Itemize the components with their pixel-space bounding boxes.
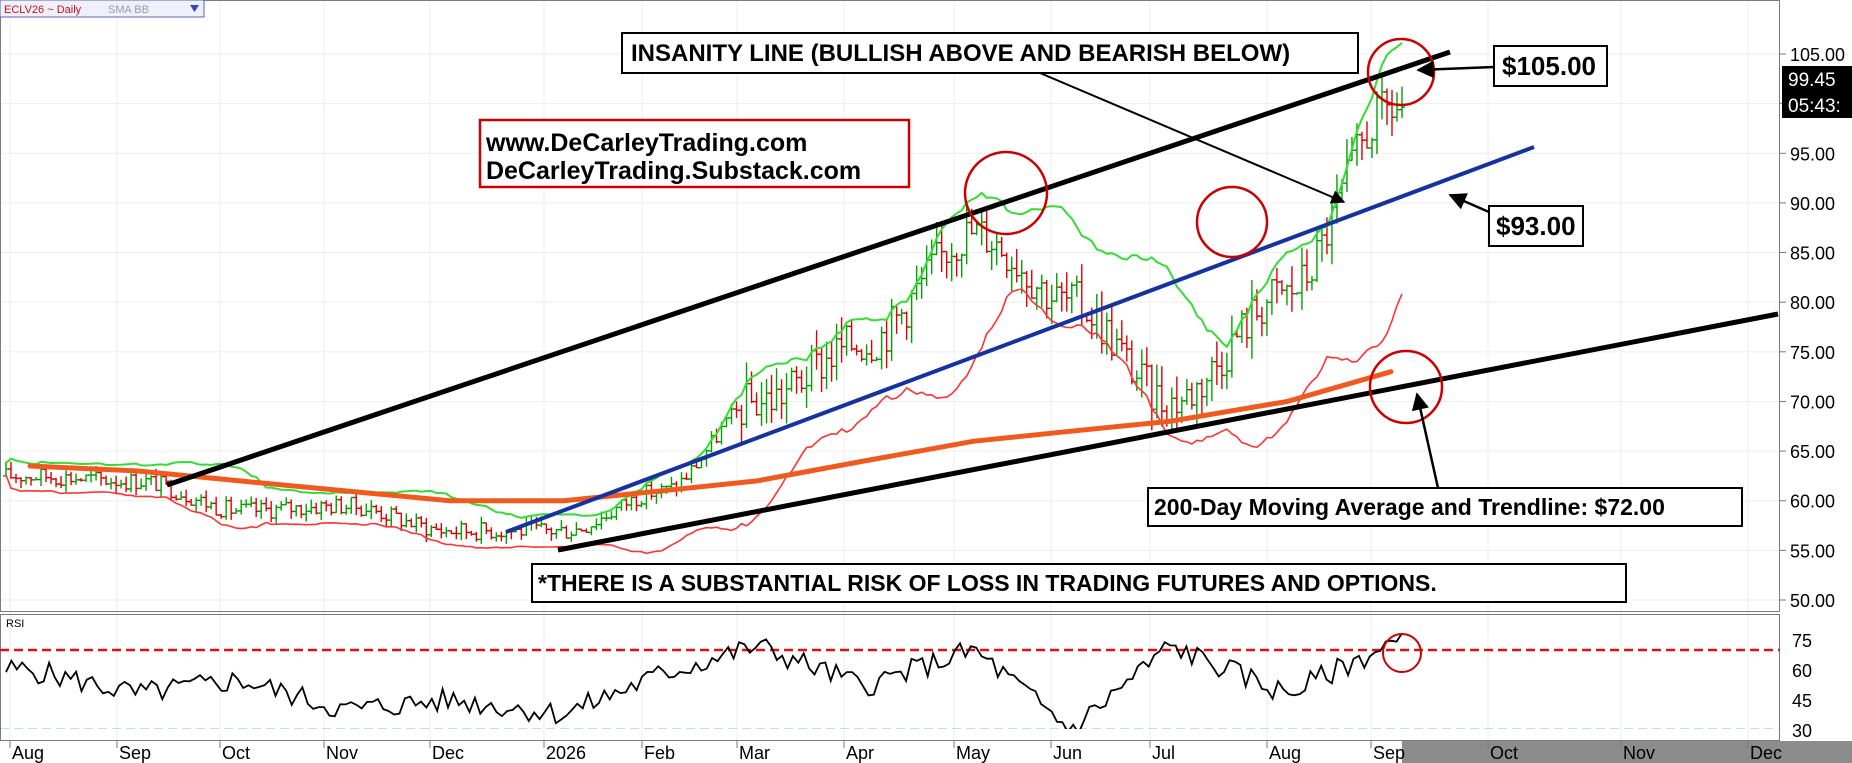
price-tick: 80.00 [1790, 293, 1835, 313]
date-tick: Nov [326, 743, 358, 763]
website-url: www.DeCarleyTrading.com [485, 129, 807, 157]
last-price-box: 99.45 05:43: [1782, 66, 1852, 118]
rsi-tick: 75 [1792, 631, 1812, 651]
price-tick: 65.00 [1790, 442, 1835, 462]
price-tick: 90.00 [1790, 194, 1835, 214]
circle-jul-high [1195, 185, 1269, 259]
price-105-callout: $105.00 [1493, 45, 1608, 87]
date-axis: Aug Sep Oct Nov Dec 2026 Feb Mar Apr May Jun Jul Aug… [9, 741, 1782, 763]
bollinger-lower-band [5, 288, 1403, 555]
price-pane [3, 37, 1779, 555]
circle-sma-touch [1368, 349, 1444, 425]
date-tick: Jun [1053, 743, 1082, 763]
date-tick: Sep [119, 743, 151, 763]
chevron-down-icon[interactable] [190, 5, 199, 12]
date-tick: Dec [1750, 743, 1782, 763]
price-tick: 70.00 [1790, 392, 1835, 412]
price-pane-frame [0, 0, 1780, 612]
symbol-label: ECLV26 ~ Daily [4, 4, 82, 16]
date-tick: Dec [432, 743, 464, 763]
lower-trendline [557, 311, 1779, 553]
ma-trend-arrow [1411, 392, 1440, 489]
last-price-timer: 05:43: [1788, 96, 1841, 117]
date-tick: Oct [222, 743, 250, 763]
insanity-trendline [166, 49, 1451, 488]
date-tick: Nov [1623, 743, 1655, 763]
date-tick: Aug [12, 743, 44, 763]
price-105-label: $105.00 [1502, 51, 1596, 81]
rsi-tick: 45 [1792, 691, 1812, 711]
last-price-value: 99.45 [1788, 70, 1836, 91]
sma-200-line [27, 369, 1394, 504]
rsi-highlight-circle [1382, 633, 1422, 673]
price-93-label: $93.00 [1496, 211, 1576, 241]
risk-text: *THERE IS A SUBSTANTIAL RISK OF LOSS IN … [538, 570, 1437, 596]
bollinger-upper-band [5, 42, 1403, 520]
date-tick: Mar [739, 743, 770, 763]
date-tick: May [956, 743, 990, 763]
symbol-header[interactable]: ECLV26 ~ Daily SMA BB [0, 0, 205, 18]
price-93-callout: $93.00 [1488, 205, 1584, 247]
date-tick: Sep [1373, 743, 1405, 763]
rsi-pane-frame [0, 614, 1780, 741]
rsi-tick: 60 [1792, 661, 1812, 681]
study-label: SMA BB [108, 4, 149, 16]
insanity-callout: INSANITY LINE (BULLISH ABOVE AND BEARISH… [621, 32, 1359, 74]
price-tick: 95.00 [1790, 144, 1835, 164]
date-tick: Aug [1269, 743, 1301, 763]
rsi-tick: 30 [1792, 721, 1812, 741]
price-tick: 55.00 [1790, 541, 1835, 561]
substack-url: DeCarleyTrading.Substack.com [486, 157, 861, 185]
date-tick: Feb [644, 743, 675, 763]
blue-trendline [505, 145, 1535, 534]
price-bar [1399, 86, 1405, 118]
website-callout: www.DeCarleyTrading.com DeCarleyTrading.… [478, 118, 911, 189]
insanity-label: INSANITY LINE (BULLISH ABOVE AND BEARISH… [631, 40, 1290, 67]
price-tick: 75.00 [1790, 343, 1835, 363]
price-93-arrow [1448, 193, 1490, 214]
rsi-line [5, 632, 1403, 729]
price-tick: 85.00 [1790, 244, 1835, 264]
date-tick: Oct [1490, 743, 1518, 763]
circle-may-high [963, 150, 1049, 236]
price-bars [3, 73, 1405, 545]
rsi-pane [0, 632, 1780, 729]
date-tick: Jul [1152, 743, 1175, 763]
rsi-axis: 75 60 45 30 [1792, 631, 1812, 741]
future-axis-shade [1402, 741, 1852, 763]
date-tick: 2026 [546, 743, 586, 763]
price-tick: 105.00 [1790, 45, 1845, 65]
ma-trend-label: 200-Day Moving Average and Trendline: $7… [1154, 494, 1665, 520]
ma-trend-callout: 200-Day Moving Average and Trendline: $7… [1147, 487, 1743, 527]
risk-disclaimer: *THERE IS A SUBSTANTIAL RISK OF LOSS IN … [531, 563, 1627, 603]
price-105-arrow [1416, 60, 1495, 79]
rsi-title: RSI [6, 618, 24, 630]
price-tick: 50.00 [1790, 591, 1835, 611]
insanity-arrow [1039, 72, 1346, 204]
date-tick: Apr [846, 743, 874, 763]
price-tick: 60.00 [1790, 492, 1835, 512]
